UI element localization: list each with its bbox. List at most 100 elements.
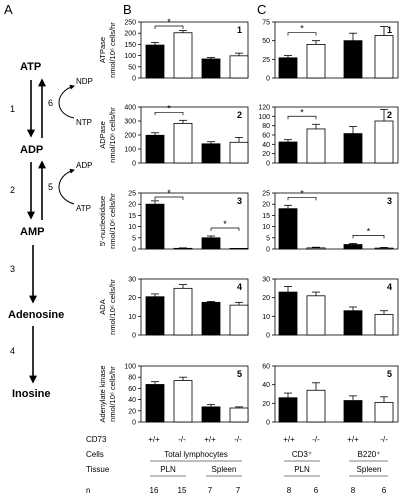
- pathway-node-inosine: Inosine: [12, 388, 51, 400]
- y-tick-label: 0: [266, 420, 270, 427]
- genotype-label: -/-: [178, 435, 186, 444]
- bar: [278, 57, 298, 79]
- bar-chart-b4: 0 10 20 30 4 ADA nmol/10⁶ cells/hr: [98, 277, 249, 340]
- y-tick-label: 40: [262, 382, 270, 389]
- panel-letter-c: C: [257, 2, 266, 17]
- y-tick-label: 5: [132, 235, 136, 242]
- chart-number: 2: [387, 110, 392, 120]
- y-tick-label: 20: [128, 295, 136, 302]
- bar: [306, 389, 326, 423]
- bar: [306, 128, 326, 164]
- n-value: 6: [382, 486, 387, 495]
- panel-letter-a: A: [4, 2, 13, 17]
- table-b: CD73 Cells Tissue n +/+ -/- +/+ -/- Tota…: [86, 435, 242, 495]
- chart-number: 4: [387, 282, 392, 292]
- y-tick-label: 100: [124, 364, 136, 371]
- y-tick-label: 0: [266, 333, 270, 340]
- table-label-cd73: CD73: [86, 435, 107, 444]
- pathway-node-atp: ATP: [20, 61, 41, 73]
- chart-number: 5: [387, 369, 392, 379]
- bar: [374, 401, 394, 423]
- bar: [173, 247, 193, 250]
- y-axis-label: ADA: [98, 299, 107, 314]
- step-label-2: 2: [10, 185, 15, 195]
- bar: [229, 407, 249, 423]
- bar-chart-c5: 0 20 40 60 5: [262, 364, 399, 427]
- pathway-node-adp: ADP: [20, 144, 43, 156]
- significance-star: *: [300, 107, 304, 117]
- genotype-label: +/+: [283, 435, 295, 444]
- plot-frame: [274, 278, 399, 336]
- y-tick-label: 50: [128, 64, 136, 71]
- n-value: 8: [287, 486, 292, 495]
- bar: [374, 120, 394, 164]
- bar-chart-c4: 0 10 20 30 4: [262, 277, 399, 340]
- table-label-n: n: [86, 486, 90, 495]
- chart-number: 1: [237, 25, 242, 35]
- tissue-label: PLN: [160, 465, 176, 474]
- y-tick-label: 30: [262, 277, 270, 284]
- significance-bracket: [154, 25, 184, 29]
- y-tick-label: 0: [132, 333, 136, 340]
- tissue-label: Spleen: [212, 465, 237, 474]
- bar: [145, 296, 165, 336]
- y-tick-label: 0: [266, 161, 270, 168]
- n-value: 16: [150, 486, 159, 495]
- y-tick-label: 20: [128, 202, 136, 209]
- y-tick-label: 0: [132, 247, 136, 254]
- side-label-adp: ADP: [76, 161, 92, 170]
- y-tick-label: 80: [262, 123, 270, 130]
- step-label-1: 1: [10, 104, 15, 114]
- y-tick-label: 20: [262, 295, 270, 302]
- arrow-ntp-ndp: [58, 84, 75, 119]
- bar: [278, 208, 298, 250]
- y-axis-label: ATPase: [98, 37, 107, 63]
- y-tick-label: 200: [124, 133, 136, 140]
- bar: [173, 122, 193, 164]
- y-tick-label: 0: [266, 247, 270, 254]
- chart-number: 3: [387, 196, 392, 206]
- bar: [306, 295, 326, 336]
- bar-chart-c3: 0 5 10 15 20 25 * * 3: [262, 188, 399, 254]
- bar-chart-b3: 0 5 10 15 20 25 * * 3 5'-nucleotidase nmol/10⁶ cel…: [98, 188, 249, 254]
- y-tick-label: 100: [124, 53, 136, 60]
- genotype-label: +/+: [347, 435, 359, 444]
- y-tick-label: 20: [262, 151, 270, 158]
- bar: [145, 203, 165, 250]
- y-tick-label: 100: [258, 114, 270, 121]
- y-tick-label: 20: [262, 401, 270, 408]
- bar: [343, 310, 363, 336]
- bar-chart-b2: 0 100 200 300 400 * 2 ADPase nmol/10⁶ cells/hr: [98, 103, 249, 168]
- y-tick-label: 0: [132, 161, 136, 168]
- bar: [343, 133, 363, 164]
- bar: [278, 397, 298, 423]
- bar: [201, 143, 221, 164]
- genotype-label: +/+: [148, 435, 160, 444]
- y-tick-label: 25: [128, 191, 136, 198]
- bar: [343, 400, 363, 423]
- genotype-label: -/-: [380, 435, 388, 444]
- y-tick-label: 15: [128, 213, 136, 220]
- chart-number: 3: [237, 196, 242, 206]
- y-tick-label: 200: [124, 31, 136, 38]
- bar: [374, 247, 394, 250]
- y-tick-label: 5: [266, 235, 270, 242]
- chart-number: 4: [237, 282, 242, 292]
- side-label-ntp: NTP: [76, 118, 92, 127]
- bar: [173, 32, 193, 79]
- y-axis-label: Adenylate kinase: [98, 365, 107, 422]
- y-tick-label: 75: [262, 20, 270, 27]
- y-tick-label: 50: [262, 38, 270, 45]
- significance-star: *: [300, 188, 304, 198]
- bar-chart-c1: 0 25 50 75 * 1: [262, 20, 399, 83]
- plot-frame: [274, 192, 399, 250]
- bar: [343, 244, 363, 250]
- y-tick-label: 10: [262, 314, 270, 321]
- plot-frame: [274, 21, 399, 79]
- y-axis-label: nmol/10⁶ cells/hr: [108, 107, 117, 163]
- y-tick-label: 0: [132, 420, 136, 427]
- significance-star: *: [223, 219, 227, 229]
- y-tick-label: 120: [258, 105, 270, 112]
